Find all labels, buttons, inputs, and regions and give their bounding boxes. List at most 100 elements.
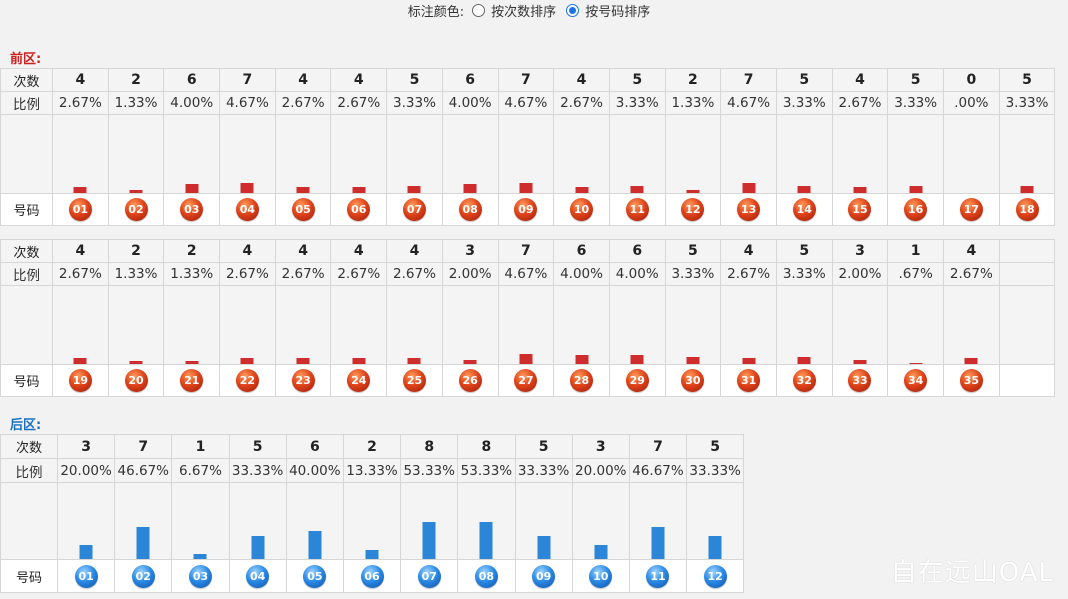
number-ball[interactable]: 10 [589, 564, 613, 588]
watermark: 自在远山OAL [890, 558, 1054, 588]
row-label-count: 次数 [0, 68, 53, 92]
number-ball[interactable]: 35 [959, 369, 983, 392]
bar-cell [998, 285, 1056, 365]
frequency-bar [575, 355, 589, 364]
number-ball[interactable]: 23 [291, 369, 315, 392]
count-cell [998, 239, 1056, 263]
ratio-cell: 3.33% [887, 91, 944, 115]
bar-cell [457, 482, 516, 560]
back-zone-table: 次数 3 7 1 5 6 2 8 8 5 3 7 5 比例 20.00% 46.67% 6.67% 33.33% 4… [0, 434, 745, 593]
number-ball[interactable]: 29 [625, 369, 649, 392]
row-label-bar [0, 482, 58, 560]
count-cell: 2 [107, 68, 165, 92]
number-ball[interactable]: 27 [514, 369, 538, 392]
number-ball[interactable]: 17 [959, 198, 983, 221]
number-ball[interactable]: 33 [848, 369, 872, 392]
number-ball[interactable]: 02 [124, 198, 148, 221]
number-ball[interactable]: 04 [246, 564, 270, 588]
ratio-cell: 4.67% [497, 91, 555, 115]
number-ball[interactable]: 16 [904, 198, 928, 221]
frequency-bar [594, 545, 608, 559]
frequency-bar [79, 545, 93, 559]
frequency-bar [129, 190, 143, 193]
number-ball[interactable]: 21 [180, 369, 204, 392]
frequency-bar [1020, 186, 1034, 193]
number-cell: 08 [457, 559, 516, 593]
number-ball[interactable]: 02 [131, 564, 155, 588]
ratio-cell: 2.67% [831, 91, 889, 115]
radio-circle-icon[interactable] [472, 3, 486, 17]
number-ball[interactable]: 12 [681, 198, 705, 221]
number-ball[interactable]: 30 [681, 369, 705, 392]
frequency-bar [193, 554, 207, 559]
frequency-bar [73, 187, 87, 193]
number-ball[interactable]: 22 [235, 369, 259, 392]
count-cell: 6 [441, 68, 499, 92]
radio-checked-icon[interactable] [566, 3, 580, 17]
number-cell: 18 [998, 193, 1056, 226]
number-ball[interactable]: 18 [1015, 198, 1039, 221]
bar-cell [664, 114, 722, 194]
number-ball[interactable]: 32 [792, 369, 816, 392]
count-cell: 6 [163, 68, 221, 92]
number-ball[interactable]: 05 [303, 564, 327, 588]
number-ball[interactable]: 03 [180, 198, 204, 221]
number-ball[interactable]: 25 [402, 369, 426, 392]
number-cell: 12 [664, 193, 722, 226]
frequency-bar [909, 186, 923, 193]
frequency-bar [964, 358, 978, 364]
number-cell: 26 [441, 364, 499, 397]
number-cell: 10 [553, 193, 610, 226]
number-ball[interactable]: 08 [474, 564, 498, 588]
frequency-bar [537, 536, 551, 559]
number-ball[interactable]: 09 [514, 198, 538, 221]
number-ball[interactable]: 20 [124, 369, 148, 392]
ratio-cell: 4.67% [497, 262, 555, 286]
sort-by-number-radio[interactable]: 按号码排序 [566, 1, 650, 20]
number-ball[interactable]: 05 [291, 198, 315, 221]
number-ball[interactable]: 24 [347, 369, 371, 392]
number-ball[interactable]: 11 [646, 564, 670, 588]
count-cell: 4 [274, 239, 332, 263]
frequency-bar [407, 186, 421, 193]
number-ball[interactable]: 01 [68, 198, 92, 221]
frequency-bar [686, 357, 700, 364]
number-ball[interactable]: 10 [570, 198, 594, 221]
number-ball[interactable]: 14 [792, 198, 816, 221]
ratio-cell: 2.67% [274, 91, 332, 115]
sort-by-count-label[interactable]: 按次数排序 [491, 4, 557, 20]
number-cell: 04 [219, 193, 276, 226]
bar-cell [171, 482, 230, 560]
count-cell: 4 [274, 68, 332, 92]
number-ball[interactable]: 09 [532, 564, 556, 588]
number-ball[interactable]: 13 [737, 198, 761, 221]
number-ball[interactable]: 12 [703, 564, 727, 588]
number-ball[interactable]: 06 [347, 198, 371, 221]
number-ball[interactable]: 34 [904, 369, 928, 392]
frequency-bar [630, 355, 644, 364]
ratio-cell: 33.33% [228, 458, 287, 483]
number-cell: 01 [56, 559, 116, 593]
sort-by-count-radio[interactable]: 按次数排序 [472, 1, 556, 20]
number-ball[interactable]: 08 [458, 198, 482, 221]
number-ball[interactable]: 31 [737, 369, 761, 392]
count-cell: 7 [497, 239, 555, 263]
number-ball[interactable]: 28 [570, 369, 594, 392]
number-cell: 06 [330, 193, 388, 226]
frequency-bar [136, 527, 150, 559]
bar-cell [553, 114, 610, 194]
sort-by-number-label[interactable]: 按号码排序 [585, 4, 651, 20]
ratio-cell: 2.00% [441, 262, 499, 286]
number-ball[interactable]: 04 [235, 198, 259, 221]
number-ball[interactable]: 07 [402, 198, 426, 221]
number-ball[interactable]: 11 [625, 198, 649, 221]
number-ball[interactable]: 15 [848, 198, 872, 221]
number-ball[interactable]: 07 [417, 564, 441, 588]
number-ball[interactable]: 03 [188, 564, 212, 588]
number-ball[interactable]: 19 [68, 369, 92, 392]
ratio-cell: 3.33% [608, 91, 666, 115]
bar-cell [274, 114, 332, 194]
number-ball[interactable]: 01 [74, 564, 98, 588]
number-ball[interactable]: 06 [360, 564, 384, 588]
number-ball[interactable]: 26 [458, 369, 482, 392]
